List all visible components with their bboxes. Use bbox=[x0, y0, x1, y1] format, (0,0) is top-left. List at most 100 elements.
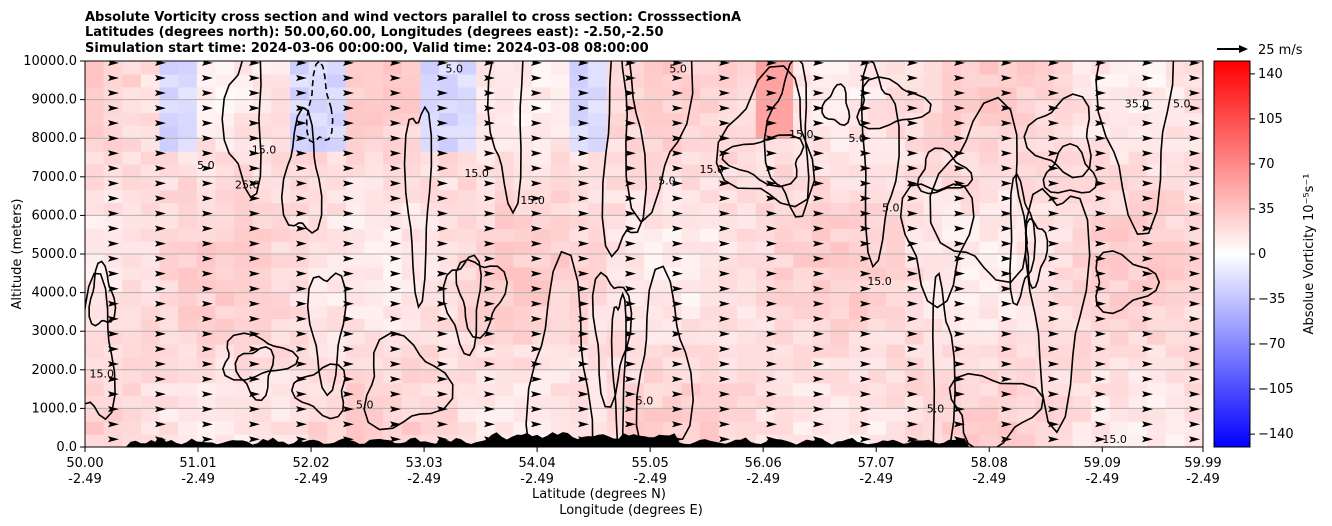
wind-vector bbox=[766, 195, 778, 202]
wind-vector bbox=[625, 285, 637, 292]
field-cell bbox=[1072, 125, 1092, 139]
wind-vector bbox=[766, 391, 778, 398]
wind-vector bbox=[766, 330, 778, 337]
wind-vector bbox=[766, 270, 778, 277]
wind-vector bbox=[578, 210, 590, 217]
field-cell bbox=[1072, 292, 1092, 307]
wind-vector bbox=[813, 391, 825, 398]
field-cell bbox=[830, 356, 850, 371]
field-cell bbox=[774, 421, 794, 435]
field-cell bbox=[122, 356, 142, 371]
field-cell bbox=[122, 305, 142, 319]
field-cell bbox=[196, 215, 216, 229]
field-cell bbox=[755, 408, 775, 422]
field-cell bbox=[178, 318, 198, 332]
field-cell bbox=[1053, 356, 1074, 371]
field-cell bbox=[1053, 176, 1074, 191]
wind-vector bbox=[389, 285, 401, 292]
wind-vector bbox=[954, 330, 966, 337]
field-cell bbox=[401, 138, 421, 152]
field-cell bbox=[737, 318, 757, 332]
field-cell bbox=[569, 86, 589, 101]
field-cell bbox=[401, 99, 421, 114]
wind-vector bbox=[1001, 406, 1013, 413]
field-cell bbox=[215, 99, 235, 114]
field-cell bbox=[85, 125, 105, 139]
field-cell bbox=[234, 151, 254, 165]
wind-vector bbox=[436, 165, 448, 172]
field-cell bbox=[1109, 292, 1129, 307]
field-cell bbox=[998, 189, 1018, 204]
field-cell bbox=[494, 408, 515, 422]
field-cell bbox=[811, 125, 831, 139]
field-cell bbox=[215, 369, 235, 384]
field-cell bbox=[886, 292, 906, 307]
wind-vector bbox=[201, 391, 213, 398]
wind-vector bbox=[672, 240, 684, 247]
field-cell bbox=[290, 292, 310, 307]
field-cell bbox=[122, 318, 142, 332]
contour-label: 35.0 bbox=[1125, 97, 1150, 110]
field-cell bbox=[699, 202, 720, 216]
field-cell bbox=[606, 138, 626, 152]
wind-vector bbox=[907, 406, 919, 413]
field-cell bbox=[308, 189, 328, 204]
field-cell bbox=[420, 382, 440, 397]
field-cell bbox=[681, 305, 701, 319]
field-cell bbox=[1184, 73, 1203, 88]
wind-vector bbox=[719, 105, 731, 112]
field-cell bbox=[1053, 73, 1074, 88]
wind-vector bbox=[248, 90, 260, 97]
field-cell bbox=[401, 176, 421, 191]
field-cell bbox=[644, 292, 664, 307]
field-cell bbox=[1035, 176, 1055, 191]
field-cell bbox=[867, 61, 887, 75]
wind-vector bbox=[672, 210, 684, 217]
field-cell bbox=[252, 408, 272, 422]
field-cell bbox=[849, 395, 869, 409]
field-cell bbox=[960, 228, 980, 242]
field-cell bbox=[178, 331, 198, 345]
field-cell bbox=[364, 163, 384, 178]
wind-vector bbox=[248, 330, 260, 337]
wind-vector bbox=[625, 195, 637, 202]
field-cell bbox=[401, 254, 421, 268]
field-cell bbox=[1091, 163, 1111, 178]
wind-vector bbox=[954, 240, 966, 247]
field-cell bbox=[737, 125, 757, 139]
field-cell bbox=[774, 151, 794, 165]
field-cell bbox=[513, 112, 533, 126]
field-cell bbox=[1072, 138, 1092, 152]
field-cell bbox=[252, 61, 272, 75]
wind-vector bbox=[1189, 90, 1201, 97]
colorbar-tick-label: −35 bbox=[1258, 292, 1285, 307]
field-cell bbox=[569, 318, 589, 332]
field-cell bbox=[979, 382, 999, 397]
wind-vector bbox=[107, 436, 119, 443]
field-cell bbox=[1109, 331, 1129, 345]
field-cell bbox=[196, 125, 216, 139]
field-cell bbox=[1128, 266, 1148, 281]
wind-vector bbox=[907, 135, 919, 142]
field-cell bbox=[457, 61, 477, 75]
wind-vector bbox=[672, 255, 684, 262]
wind-vector bbox=[672, 391, 684, 398]
field-cell bbox=[1128, 73, 1148, 88]
field-cell bbox=[178, 292, 198, 307]
field-cell bbox=[140, 331, 161, 345]
field-cell bbox=[644, 151, 664, 165]
field-cell bbox=[85, 151, 105, 165]
field-cell bbox=[1128, 163, 1148, 178]
field-cell bbox=[122, 163, 142, 178]
field-cell bbox=[532, 369, 552, 384]
wind-vector bbox=[1095, 240, 1107, 247]
field-cell bbox=[327, 189, 347, 204]
field-cell bbox=[1165, 61, 1185, 75]
field-cell bbox=[793, 344, 813, 358]
field-cell bbox=[588, 228, 608, 242]
field-cell bbox=[85, 202, 105, 216]
wind-vector bbox=[1095, 61, 1107, 66]
y-tick-label: 10000.0 bbox=[23, 54, 77, 69]
field-cell bbox=[1091, 305, 1111, 319]
wind-vector bbox=[342, 330, 354, 337]
